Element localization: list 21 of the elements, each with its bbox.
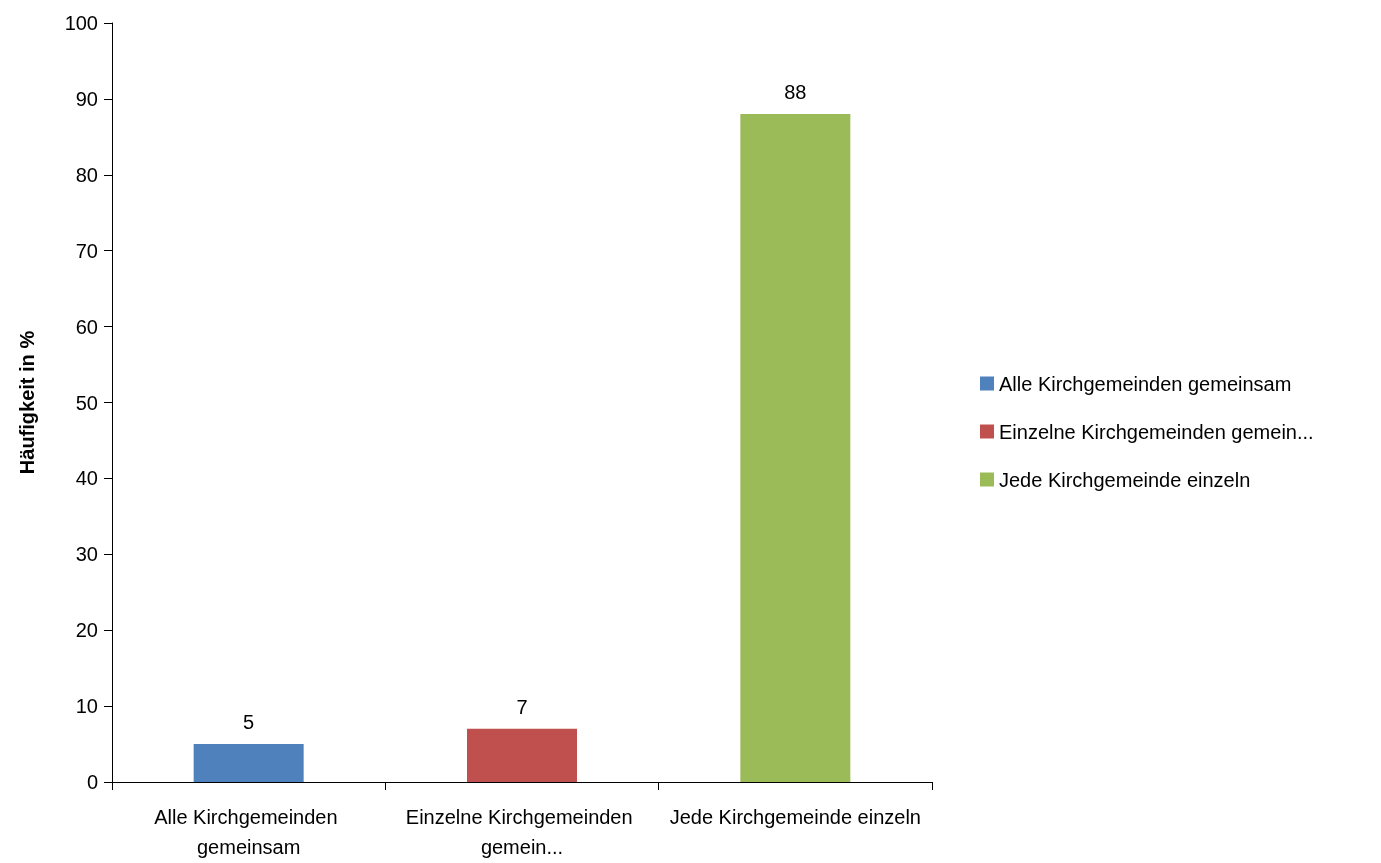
y-tick-label: 60 [75, 315, 98, 338]
y-tick-label: 80 [75, 163, 98, 186]
x-tick-label: Jede Kirchgemeinde einzeln [669, 806, 921, 828]
y-axis-title: Häufigkeit in % [16, 330, 38, 475]
y-tick-label: 30 [75, 543, 98, 566]
data-label: 7 [516, 695, 528, 718]
data-label: 88 [784, 81, 807, 104]
y-tick-label: 40 [75, 467, 98, 490]
x-tick-label: Einzelne Kirchgemeinden gemein... [405, 806, 639, 858]
y-tick-label: 10 [75, 695, 98, 718]
data-label: 5 [243, 711, 255, 734]
legend-label: Jede Kirchgemeinde einzeln [999, 468, 1251, 491]
y-tick-label: 20 [75, 619, 98, 642]
y-tick-label: 90 [75, 87, 98, 110]
y-tick-label: 100 [64, 12, 98, 34]
y-tick-label: 0 [86, 771, 98, 793]
y-tick-label: 50 [75, 391, 98, 414]
legend-label: Alle Kirchgemeinden gemeinsam [999, 372, 1292, 395]
legend-label: Einzelne Kirchgemeinden gemein... [999, 420, 1314, 443]
x-tick-label: Alle Kirchgemeinden gemeinsam [154, 806, 344, 858]
y-tick-label: 70 [75, 239, 98, 262]
